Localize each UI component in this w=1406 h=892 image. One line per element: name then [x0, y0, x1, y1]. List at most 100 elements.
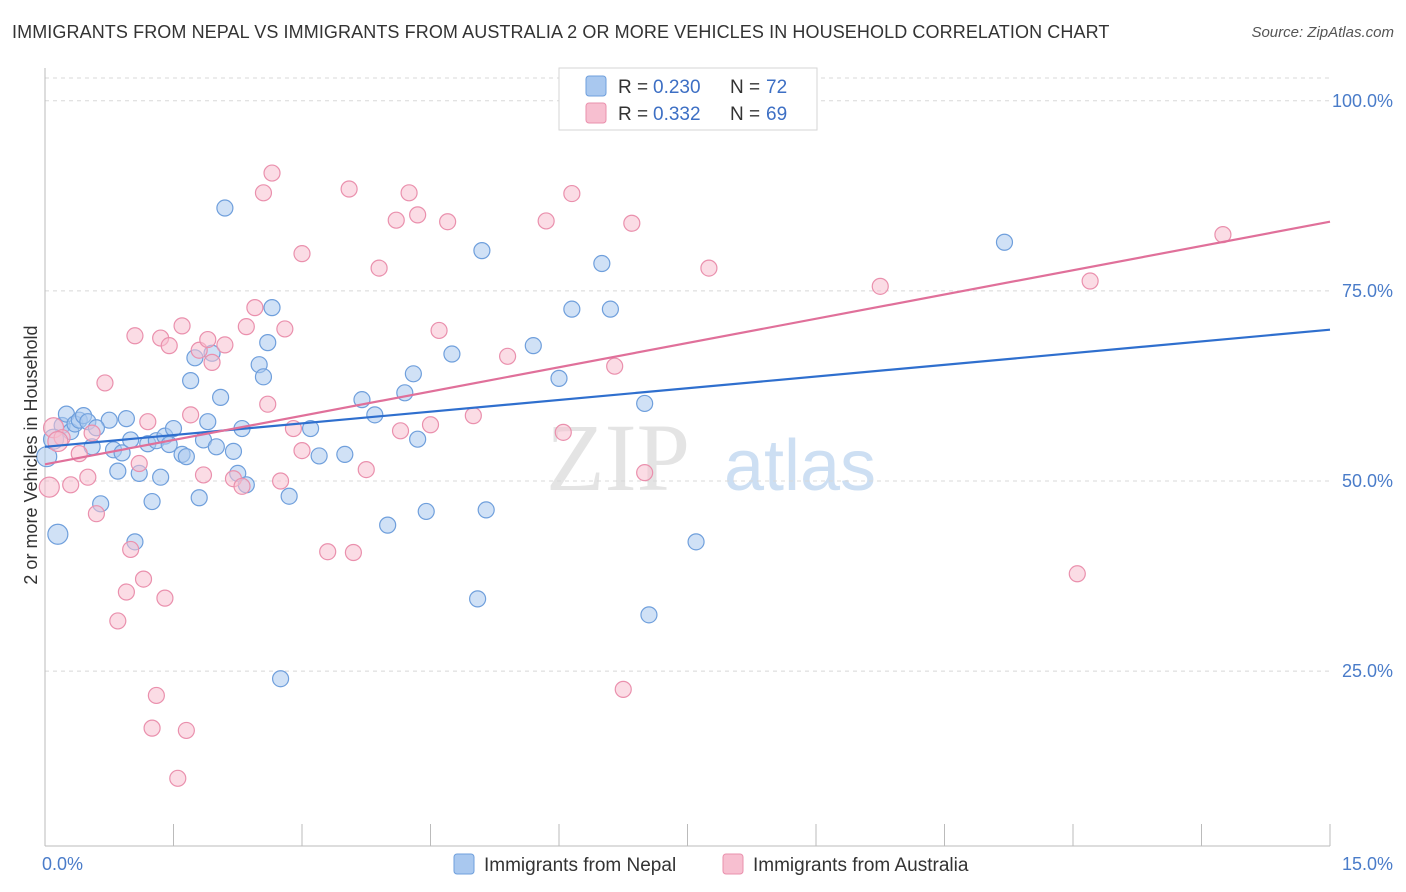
australia-point — [554, 423, 572, 441]
australia-point — [182, 406, 200, 424]
legend-r-value-australia: 0.332 — [653, 104, 701, 125]
australia-point — [409, 206, 427, 224]
australia-point — [147, 686, 165, 705]
australia-point — [109, 612, 127, 630]
australia-point — [233, 477, 251, 495]
nepal-point — [563, 300, 581, 318]
legend-swatch-australia — [585, 102, 607, 124]
trend-lines — [44, 220, 1331, 466]
australia-point — [563, 184, 581, 203]
legend-n-value-nepal: 72 — [766, 77, 787, 98]
australia-point — [340, 180, 358, 198]
australia-point — [47, 430, 69, 453]
nepal-point — [640, 606, 658, 624]
australia-point — [216, 336, 234, 354]
australia-point — [319, 543, 337, 561]
australia-point — [194, 466, 213, 484]
australia-point — [126, 327, 144, 345]
australia-point — [237, 318, 255, 336]
australia-point — [143, 719, 161, 737]
nepal-point — [199, 413, 217, 431]
nepal-point — [100, 411, 118, 429]
legend-swatch-nepal — [585, 75, 607, 97]
nepal-point — [182, 372, 200, 390]
australia-point — [344, 543, 362, 562]
australia-point — [623, 214, 641, 232]
nepal-point — [366, 406, 384, 424]
chart-source: Source: ZipAtlas.com — [1251, 24, 1394, 41]
nepal-point — [152, 468, 170, 486]
legend-r-value-nepal: 0.230 — [653, 77, 701, 98]
nepal-point — [47, 523, 69, 545]
nepal-point — [473, 242, 491, 260]
australia-point — [439, 213, 457, 231]
y-tick-label: 75.0% — [1342, 281, 1393, 301]
y-axis-title: 2 or more Vehicles in Household — [21, 325, 41, 584]
correlation-legend: R = 0.230 N = 72 R = 0.332 N = 69 — [558, 67, 818, 131]
nepal-point — [207, 438, 225, 456]
australia-point — [156, 589, 174, 607]
australia-point — [259, 395, 277, 413]
australia-point — [83, 424, 101, 442]
australia-point — [430, 321, 448, 340]
australia-point — [391, 422, 410, 440]
australia-point — [387, 211, 405, 229]
y-tick-labels: 25.0% 50.0% 75.0% 100.0% — [1332, 91, 1393, 681]
nepal-point — [212, 388, 230, 406]
australia-point — [537, 212, 555, 230]
nepal-point — [417, 502, 435, 521]
australia-point — [606, 357, 624, 375]
x-tick-label: 15.0% — [1342, 854, 1393, 874]
australia-point — [160, 337, 178, 355]
legend-n-value-australia: 69 — [766, 104, 787, 125]
legend-r-label-australia: R = — [618, 104, 648, 125]
nepal-point — [601, 300, 620, 318]
nepal-point — [280, 487, 298, 505]
nepal-point — [310, 447, 328, 465]
australia-point — [636, 464, 654, 482]
nepal-point — [409, 430, 427, 448]
australia-point — [293, 441, 311, 460]
y-tick-label: 50.0% — [1342, 471, 1393, 491]
nepal-point — [477, 501, 495, 519]
australia-point — [271, 472, 290, 490]
nepal-point — [636, 394, 654, 413]
nepal-point — [301, 419, 320, 438]
bottom-legend-label-australia: Immigrants from Australia — [753, 855, 969, 876]
nepal-point — [687, 533, 705, 551]
australia-point — [421, 416, 440, 434]
legend-n-label-australia: N = — [730, 104, 760, 125]
y-tick-label: 100.0% — [1332, 91, 1393, 111]
nepal-point — [263, 299, 281, 317]
nepal-points — [36, 199, 1014, 688]
australia-point — [293, 245, 311, 263]
nepal-point — [190, 489, 208, 507]
nepal-point — [593, 254, 611, 273]
australia-point — [96, 374, 114, 392]
australia-point — [464, 407, 482, 425]
bottom-legend-label-nepal: Immigrants from Nepal — [484, 855, 676, 876]
australia-point — [1068, 565, 1086, 583]
nepal-point — [216, 199, 234, 217]
bottom-legend-swatch-australia — [722, 853, 744, 875]
chart-title: IMMIGRANTS FROM NEPAL VS IMMIGRANTS FROM… — [12, 22, 1110, 42]
australia-point — [871, 277, 889, 295]
nepal-point — [995, 233, 1014, 251]
australia-point — [357, 461, 375, 479]
australia-point — [173, 317, 191, 335]
nepal-point — [404, 365, 422, 383]
nepal-trend-line — [44, 328, 1331, 448]
australia-point — [79, 468, 97, 486]
australia-point — [87, 505, 106, 523]
australia-point — [177, 721, 195, 740]
bottom-legend-swatch-nepal — [453, 853, 475, 875]
nepal-point — [469, 590, 487, 608]
nepal-point — [164, 419, 183, 438]
nepal-point — [254, 368, 273, 386]
watermark-zip: ZIP — [546, 404, 690, 511]
australia-point — [246, 299, 264, 317]
x-tick-label: 0.0% — [42, 854, 83, 874]
australia-point — [1081, 272, 1099, 290]
australia-point — [38, 476, 60, 498]
